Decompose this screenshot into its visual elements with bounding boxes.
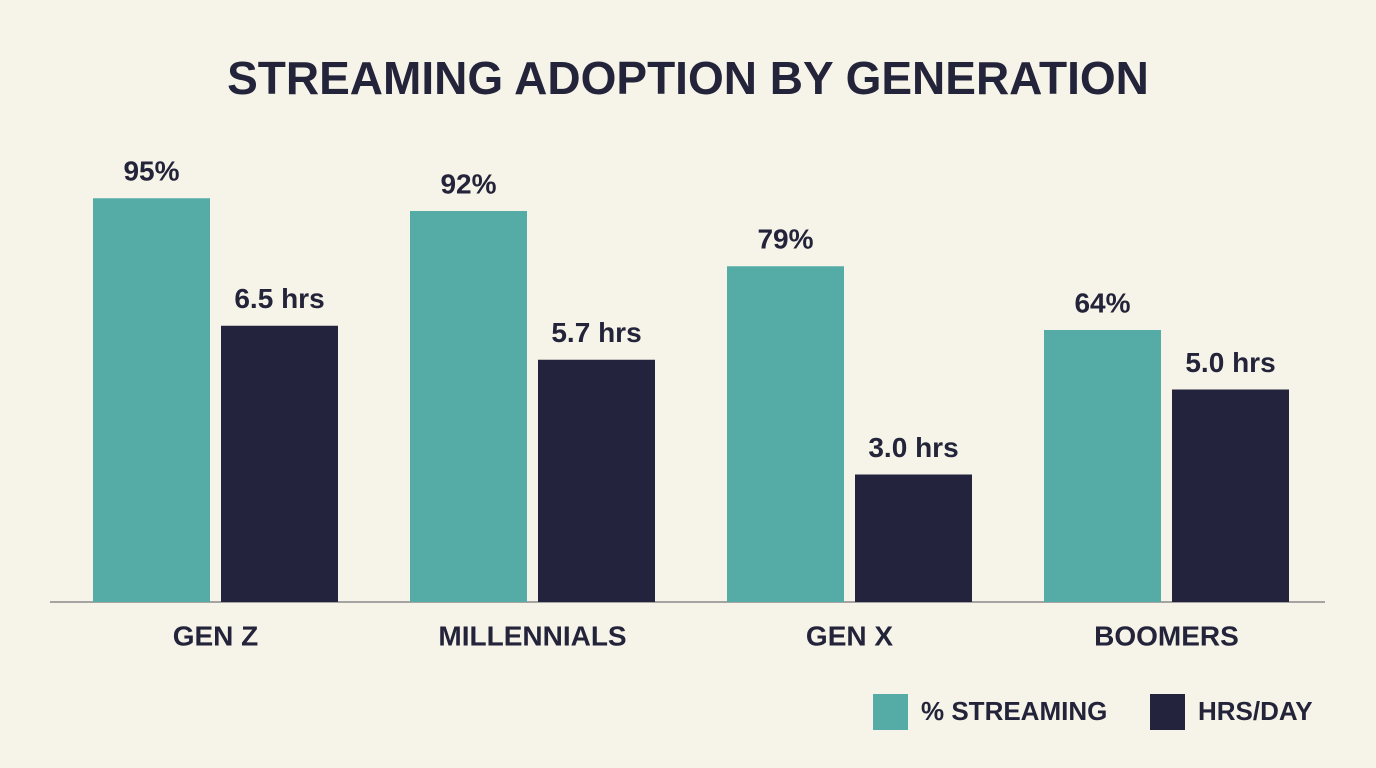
value-label: 5.7 hrs: [551, 317, 641, 348]
value-label: 92%: [440, 168, 496, 199]
legend-label: HRS/DAY: [1198, 696, 1313, 726]
bar: [1172, 389, 1289, 602]
bar: [855, 474, 972, 602]
legend-swatch: [1150, 694, 1185, 730]
bar: [727, 266, 844, 602]
x-tick-label: BOOMERS: [1094, 620, 1239, 651]
legend-swatch: [873, 694, 908, 730]
value-label: 64%: [1074, 287, 1130, 318]
bar: [410, 211, 527, 602]
x-tick-label: GEN Z: [173, 620, 259, 651]
x-tick-label: MILLENNIALS: [438, 620, 626, 651]
value-label: 79%: [757, 224, 813, 255]
value-label: 5.0 hrs: [1185, 347, 1275, 378]
legend-label: % STREAMING: [921, 696, 1107, 726]
value-label: 95%: [123, 156, 179, 187]
x-tick-label: GEN X: [806, 620, 893, 651]
bar: [93, 198, 210, 602]
value-label: 3.0 hrs: [868, 432, 958, 463]
bar: [221, 325, 338, 602]
value-label: 6.5 hrs: [234, 283, 324, 314]
bar: [1044, 330, 1161, 602]
bar: [538, 359, 655, 602]
chart-title: STREAMING ADOPTION BY GENERATION: [227, 52, 1149, 104]
